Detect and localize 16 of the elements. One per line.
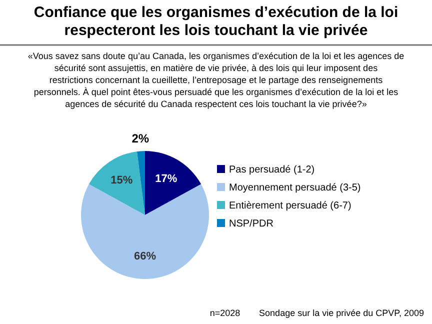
pie-slice (81, 184, 209, 279)
text: n=2028 (210, 308, 240, 318)
pie-slice (88, 152, 145, 215)
data-label: 2% (132, 131, 150, 146)
text: Sondage sur la vie privée du CPVP, 2009 (259, 308, 424, 318)
pie-slice (136, 151, 145, 215)
legend-label: Pas persuadé (1-2) (229, 164, 315, 176)
legend-label: Moyennement persuadé (3-5) (229, 182, 361, 194)
data-label: 66% (134, 250, 156, 263)
legend-label: NSP/PDR (229, 218, 274, 230)
legend-label: Entièrement persuadé (6-7) (229, 200, 352, 212)
data-label: 17% (155, 173, 178, 186)
data-label: 15% (110, 174, 133, 186)
chart-title: Confiance que les organismes d’exécution de la loi respecteront les lois touchant la vie privée (34, 4, 398, 39)
pie-slice (145, 151, 202, 215)
chart-subtitle: «Vous savez sans doute qu’au Canada, les organismes d’exécution de la loi et les agences de sécurité sont assujettis, en matière de vie privée, à des lois qui leur imposent des restrictions concernant la cueillette, l’entreposage et le partage des renseignements personnels. À quel point êtes-vous persuadé que les organismes d’exécution de la loi et les agences de sécurité du Canada respectent ces lois touchant la vie privée?» (28, 51, 404, 109)
